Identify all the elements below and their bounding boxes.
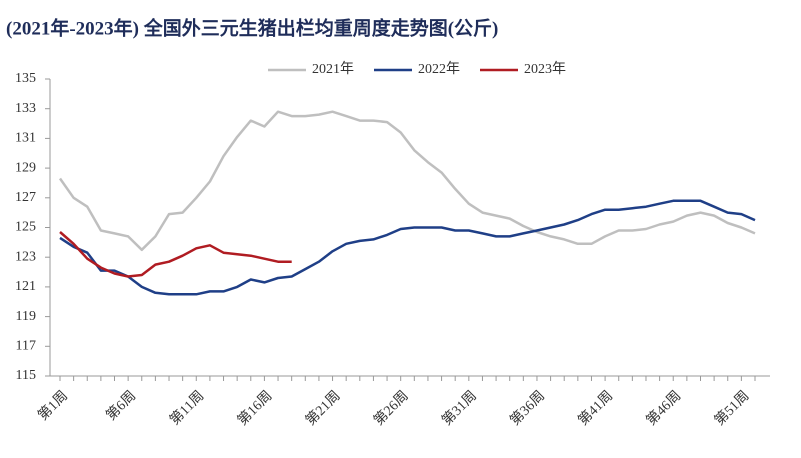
legend-label: 2022年 <box>418 61 460 77</box>
y-tick-label: 127 <box>15 190 36 205</box>
x-tick-label: 第1周 <box>34 387 71 424</box>
legend-label: 2021年 <box>312 61 354 77</box>
y-tick-label: 115 <box>16 368 36 383</box>
series-line <box>59 199 756 296</box>
x-tick-label: 第51周 <box>711 387 753 429</box>
y-tick-label: 125 <box>15 220 36 235</box>
x-tick-label: 第31周 <box>438 387 480 429</box>
legend-label: 2023年 <box>524 61 566 77</box>
x-tick-label: 第26周 <box>370 387 412 429</box>
x-tick-label: 第36周 <box>506 387 548 429</box>
chart-title: (2021年-2023年) 全国外三元生猪出栏均重周度走势图(公斤) <box>6 16 498 39</box>
x-tick-label: 第46周 <box>643 387 685 429</box>
x-tick-label: 第21周 <box>302 387 344 429</box>
x-tick-label: 第6周 <box>102 387 139 424</box>
y-tick-label: 117 <box>16 339 36 354</box>
x-tick-label: 第11周 <box>166 387 207 428</box>
y-tick-label: 133 <box>15 101 36 116</box>
y-tick-label: 135 <box>15 71 36 86</box>
y-tick-label: 121 <box>15 279 36 294</box>
series-line <box>58 110 756 252</box>
x-tick-label: 第41周 <box>574 387 616 429</box>
y-tick-label: 129 <box>15 160 36 175</box>
y-tick-label: 119 <box>16 309 36 324</box>
x-tick-label: 第16周 <box>234 387 276 429</box>
y-tick-label: 123 <box>15 249 36 264</box>
series-line <box>59 231 292 278</box>
y-tick-label: 131 <box>15 131 36 146</box>
